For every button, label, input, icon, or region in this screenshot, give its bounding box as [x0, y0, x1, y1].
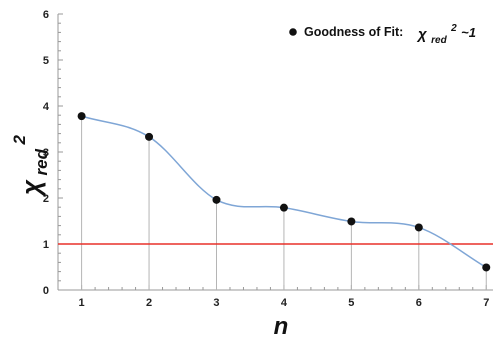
y-tick-label: 5: [43, 55, 49, 67]
tick-labels: 0 1 2 3 4 5 6 1 2 3 4 5 6 7: [43, 9, 489, 309]
legend-formula: χ red 2 ~1: [416, 18, 476, 47]
x-axis-title: n: [274, 313, 289, 337]
legend: Goodness of Fit: χ red 2 ~1: [289, 18, 476, 47]
legend-formula-tail: ~1: [461, 25, 476, 40]
data-point: [77, 112, 86, 121]
legend-marker: [289, 28, 297, 36]
x-tick-label: 1: [79, 297, 85, 309]
y-axis-title: χ red 2: [10, 135, 51, 198]
y-tick-label: 0: [43, 285, 49, 297]
y-axis-title-sub: red: [32, 148, 51, 175]
axes: [57, 13, 493, 291]
y-tick-label: 1: [43, 239, 49, 251]
x-tick-label: 3: [213, 297, 219, 309]
y-tick-label: 2: [43, 193, 49, 205]
legend-formula-sub: red: [431, 35, 447, 46]
y-axis-title-sup: 2: [10, 135, 29, 146]
data-point: [145, 132, 154, 141]
x-tick-label: 5: [348, 297, 354, 309]
x-tick-label: 7: [483, 297, 489, 309]
droplines: [81, 116, 487, 290]
legend-label: Goodness of Fit:: [304, 25, 403, 39]
x-tick-label: 6: [416, 297, 422, 309]
y-tick-label: 4: [43, 101, 50, 113]
data-point: [482, 263, 491, 272]
data-point: [347, 217, 356, 226]
y-tick-label: 6: [43, 9, 49, 21]
x-tick-label: 2: [146, 297, 152, 309]
data-point: [414, 223, 423, 232]
legend-formula-main: χ: [416, 26, 428, 43]
y-tick-label: 3: [43, 147, 49, 159]
data-point: [279, 203, 288, 212]
x-tick-label: 4: [281, 297, 288, 309]
data-point: [212, 195, 221, 204]
legend-formula-sup: 2: [450, 23, 457, 34]
y-axis-title-main: χ: [16, 179, 46, 198]
data-points: [77, 112, 491, 272]
